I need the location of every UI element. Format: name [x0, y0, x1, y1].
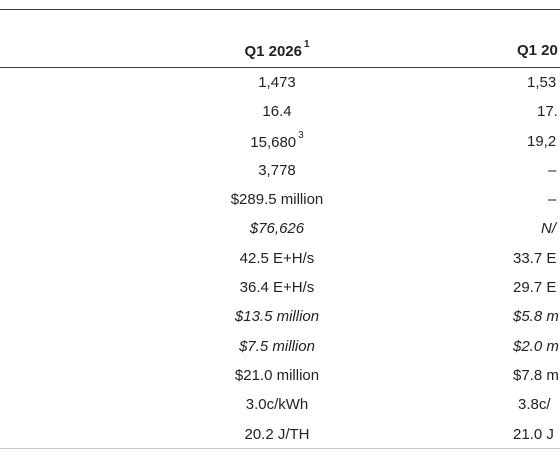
cell-q1-2026: 15,680 3 [195, 129, 359, 151]
cell-q1-2026: 16.4 [195, 103, 359, 120]
table-row: $21.0 million $7.8 m [0, 361, 560, 390]
cell-prior-period: 1,53 [527, 74, 557, 91]
table-row: $76,626 N/ [0, 214, 560, 243]
cell-prior-period: 21.0 J [513, 425, 554, 443]
table-row: 3,778 – [0, 156, 560, 185]
cell-prior-period: 29.7 E [513, 279, 557, 297]
cell-q1-2026: $76,626 [195, 220, 359, 237]
cell-q1-2026: 36.4 E+H/s [195, 279, 359, 296]
table-row: 42.5 E+H/s 33.7 E [0, 244, 560, 273]
cell-q1-2026-value: 3.0c/kWh [245, 396, 309, 414]
cell-q1-2026-value: $13.5 million [234, 308, 320, 326]
cell-q1-2026-value: 36.4 E+H/s [239, 279, 315, 297]
cell-q1-2026-value: 1,473 [258, 74, 296, 91]
column-header-prior-period: Q1 20 [517, 42, 560, 59]
cell-q1-2026-value: $76,626 [249, 220, 305, 238]
table-bottom-rule [0, 448, 560, 449]
cell-prior-period: 17. [537, 103, 558, 121]
cell-prior-period: $5.8 m [513, 308, 559, 326]
table-row: $289.5 million – [0, 185, 560, 214]
cell-prior-period: $2.0 m [513, 337, 559, 355]
cell-prior-period: – [548, 161, 557, 179]
column-header-footnote-marker: 1 [303, 39, 310, 50]
table-row: 20.2 J/TH 21.0 J [0, 420, 560, 449]
cell-q1-2026-value: 3,778 [258, 161, 296, 179]
column-header-q1-2026-label: Q1 2026 [244, 43, 302, 60]
table-top-rule [0, 9, 560, 10]
cell-q1-2026-value: 20.2 J/TH [244, 425, 310, 443]
cell-q1-2026-value: 15,680 [250, 133, 297, 151]
cell-q1-2026: $21.0 million [195, 367, 359, 384]
column-header-q1-2026: Q1 2026 1 [195, 39, 359, 60]
cell-prior-period: $7.8 m [513, 366, 559, 384]
cell-q1-2026: $7.5 million [195, 338, 359, 355]
cell-q1-2026-value: 16.4 [262, 103, 292, 121]
cell-prior-period: 19,2 [527, 132, 557, 150]
cell-prior-period: – [548, 191, 557, 209]
table-row: 1,473 1,53 [0, 68, 560, 97]
table-row: $7.5 million $2.0 m [0, 332, 560, 361]
header-rule [0, 67, 560, 68]
cell-q1-2026-value: $7.5 million [239, 337, 315, 355]
cell-q1-2026-value: 42.5 E+H/s [239, 249, 315, 267]
table-body: 1,473 1,53 16.4 17. 15,680 3 19,2 3,778– $289.5 … [0, 68, 560, 449]
table-row: 15,680 3 19,2 [0, 127, 560, 156]
cell-prior-period: N/ [541, 220, 556, 238]
cell-prior-period: 3.8c/ [518, 396, 551, 414]
cell-q1-2026-value: $21.0 million [234, 366, 320, 384]
table-row: 36.4 E+H/s 29.7 E [0, 273, 560, 302]
cell-q1-2026: $13.5 million [195, 308, 359, 325]
table-row: 16.4 17. [0, 97, 560, 126]
cell-q1-2026-value: $289.5 million [230, 191, 324, 209]
table-row: 3.0c/kWh 3.8c/ [0, 390, 560, 419]
cell-q1-2026: 42.5 E+H/s [195, 250, 359, 267]
column-header-prior-period-label: Q1 20 [517, 42, 558, 59]
cell-q1-2026: 1,473 [195, 74, 359, 91]
footnote-marker: 3 [298, 129, 304, 141]
cell-prior-period: 33.7 E [513, 249, 557, 267]
cell-q1-2026: $289.5 million [195, 191, 359, 208]
cell-q1-2026: 3,778 [195, 162, 359, 179]
cell-q1-2026: 3.0c/kWh [195, 396, 359, 413]
table-row: $13.5 million $5.8 m [0, 302, 560, 331]
cell-q1-2026: 20.2 J/TH [195, 426, 359, 443]
